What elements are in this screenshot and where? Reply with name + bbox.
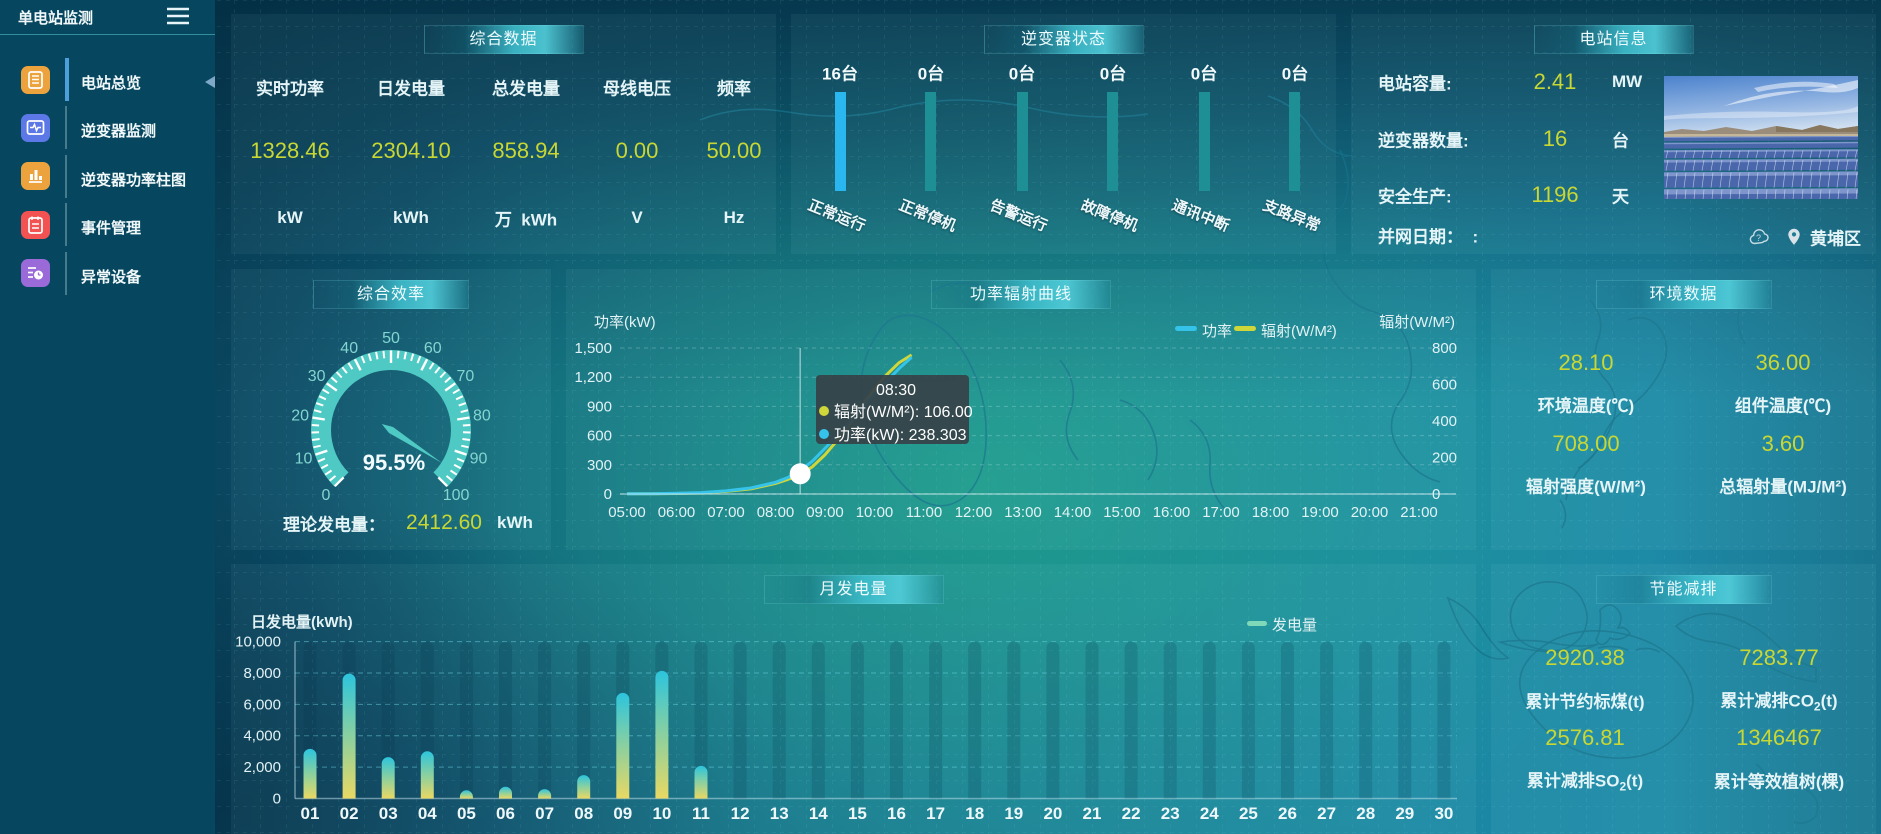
svg-text:70: 70 [457,368,475,385]
svg-text:18: 18 [965,804,984,823]
svg-text:03: 03 [379,804,398,823]
svg-text:300: 300 [587,457,612,474]
svg-text:08: 08 [574,804,593,823]
svg-text:08:00: 08:00 [757,504,795,521]
svg-text:10: 10 [652,804,671,823]
svg-text:16: 16 [887,804,906,823]
svg-text:24: 24 [1200,804,1219,823]
svg-text:14:00: 14:00 [1054,504,1092,521]
svg-text:19: 19 [1004,804,1023,823]
svg-text:80: 80 [473,408,491,425]
svg-text:25: 25 [1239,804,1258,823]
svg-text:800: 800 [1432,340,1457,357]
svg-text:功率(kW): 238.303: 功率(kW): 238.303 [834,426,967,444]
svg-text:30: 30 [1434,804,1453,823]
svg-text:功率: 功率 [1202,323,1232,340]
svg-text:05: 05 [457,804,476,823]
svg-text:17: 17 [926,804,945,823]
svg-text:11:00: 11:00 [906,504,942,521]
svg-text:0: 0 [321,487,330,504]
svg-text:07:00: 07:00 [707,504,745,521]
svg-text:06: 06 [496,804,515,823]
svg-text:0: 0 [604,486,612,503]
svg-text:21:00: 21:00 [1400,504,1438,521]
svg-text:02: 02 [340,804,359,823]
svg-text:发电量: 发电量 [1272,617,1317,634]
svg-text:1,500: 1,500 [574,340,612,357]
svg-text:06:00: 06:00 [658,504,696,521]
svg-text:14: 14 [809,804,828,823]
svg-text:19:00: 19:00 [1301,504,1339,521]
svg-text:08:30: 08:30 [876,382,916,399]
svg-text:12:00: 12:00 [955,504,993,521]
svg-text:09: 09 [613,804,632,823]
svg-text:27: 27 [1317,804,1336,823]
svg-text:0: 0 [273,791,281,808]
svg-text:?: ? [1756,233,1761,243]
svg-text:50: 50 [382,330,400,347]
svg-text:20: 20 [291,408,309,425]
svg-text:29: 29 [1395,804,1414,823]
svg-text:21: 21 [1083,804,1102,823]
svg-text:17:00: 17:00 [1202,504,1240,521]
svg-text:23: 23 [1161,804,1180,823]
svg-text:600: 600 [1432,377,1457,394]
svg-text:辐射(W/M²): 辐射(W/M²) [1261,323,1337,340]
svg-text:10:00: 10:00 [856,504,894,521]
svg-text:16:00: 16:00 [1153,504,1191,521]
svg-text:07: 07 [535,804,554,823]
svg-text:15:00: 15:00 [1103,504,1141,521]
svg-text:10: 10 [295,450,313,467]
svg-text:20:00: 20:00 [1351,504,1389,521]
svg-text:1,200: 1,200 [574,369,612,386]
svg-text:13: 13 [770,804,789,823]
svg-text:28: 28 [1356,804,1375,823]
svg-text:15: 15 [848,804,867,823]
svg-text:04: 04 [418,804,437,823]
svg-text:09:00: 09:00 [806,504,844,521]
svg-text:200: 200 [1432,450,1457,467]
svg-text:6,000: 6,000 [243,696,281,713]
svg-text:01: 01 [301,804,320,823]
svg-text:功率(kW): 功率(kW) [594,314,656,331]
svg-text:11: 11 [692,804,710,823]
svg-text:辐射(W/M²): 106.00: 辐射(W/M²): 106.00 [834,403,973,421]
svg-text:40: 40 [340,340,358,357]
svg-text:05:00: 05:00 [608,504,646,521]
svg-text:26: 26 [1278,804,1297,823]
svg-text:日发电量(kWh): 日发电量(kWh) [251,613,353,631]
svg-text:12: 12 [731,804,750,823]
svg-text:13:00: 13:00 [1004,504,1042,521]
svg-text:18:00: 18:00 [1252,504,1290,521]
svg-text:20: 20 [1043,804,1062,823]
svg-text:100: 100 [443,487,470,504]
svg-text:30: 30 [308,368,326,385]
svg-text:900: 900 [587,398,612,415]
svg-text:2,000: 2,000 [243,759,281,776]
svg-text:8,000: 8,000 [243,665,281,682]
svg-text:辐射(W/M²): 辐射(W/M²) [1379,314,1455,331]
svg-text:4,000: 4,000 [243,728,281,745]
svg-text:400: 400 [1432,413,1457,430]
svg-text:90: 90 [470,450,488,467]
svg-text:95.5%: 95.5% [363,450,425,475]
svg-text:22: 22 [1122,804,1141,823]
svg-text:10,000: 10,000 [235,634,281,651]
svg-text:600: 600 [587,428,612,445]
svg-text:60: 60 [424,340,442,357]
